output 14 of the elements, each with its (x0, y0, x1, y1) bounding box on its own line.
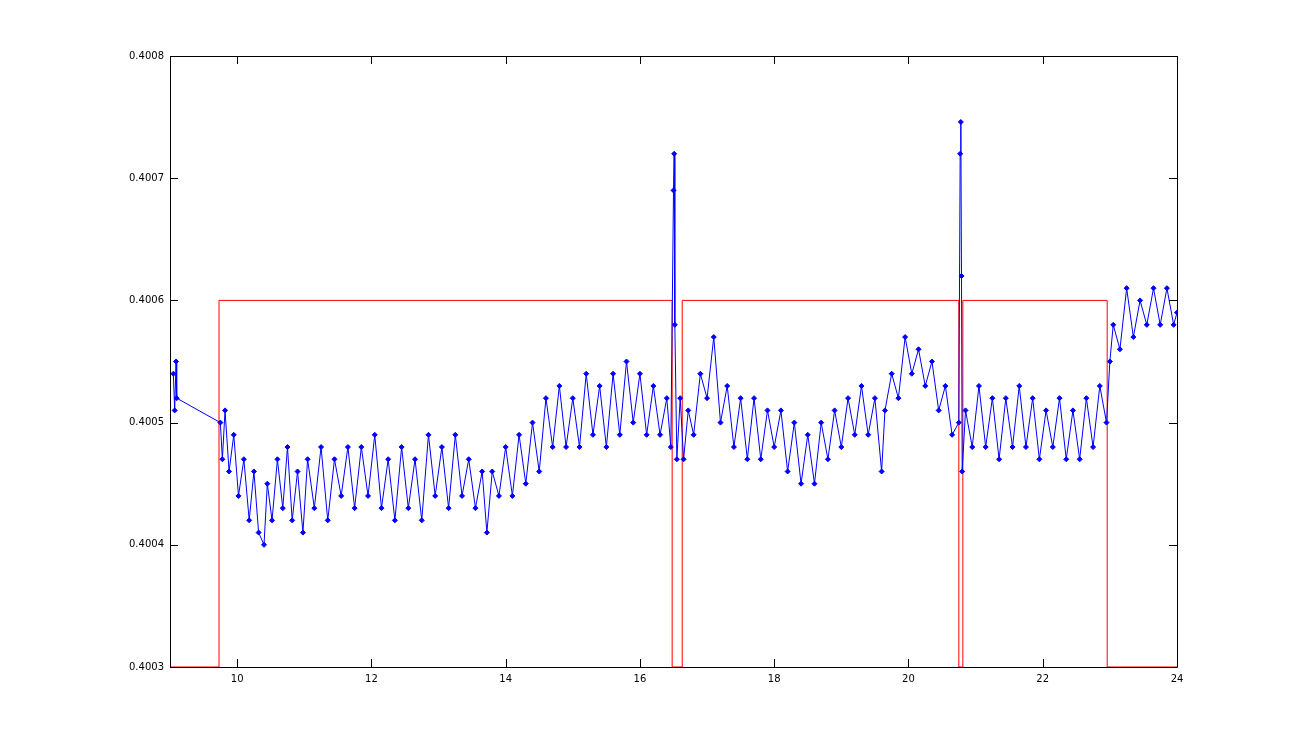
x-tick-label: 14 (499, 672, 513, 684)
x-tick-label: 24 (1170, 672, 1184, 684)
x-tick-label: 18 (767, 672, 781, 684)
y-tick-label: 0.4003 (129, 660, 164, 672)
x-tick-label: 22 (1036, 672, 1050, 684)
y-tick-label: 0.4006 (129, 293, 164, 305)
x-tick-label: 16 (633, 672, 647, 684)
y-tick-label: 0.4004 (129, 538, 164, 550)
y-tick-label: 0.4008 (129, 49, 164, 61)
y-tick-label: 0.4007 (129, 171, 164, 183)
x-tick-label: 12 (365, 672, 378, 684)
x-tick-label: 20 (902, 672, 915, 684)
y-tick-label: 0.4005 (129, 416, 164, 428)
x-tick-label: 10 (230, 672, 244, 684)
